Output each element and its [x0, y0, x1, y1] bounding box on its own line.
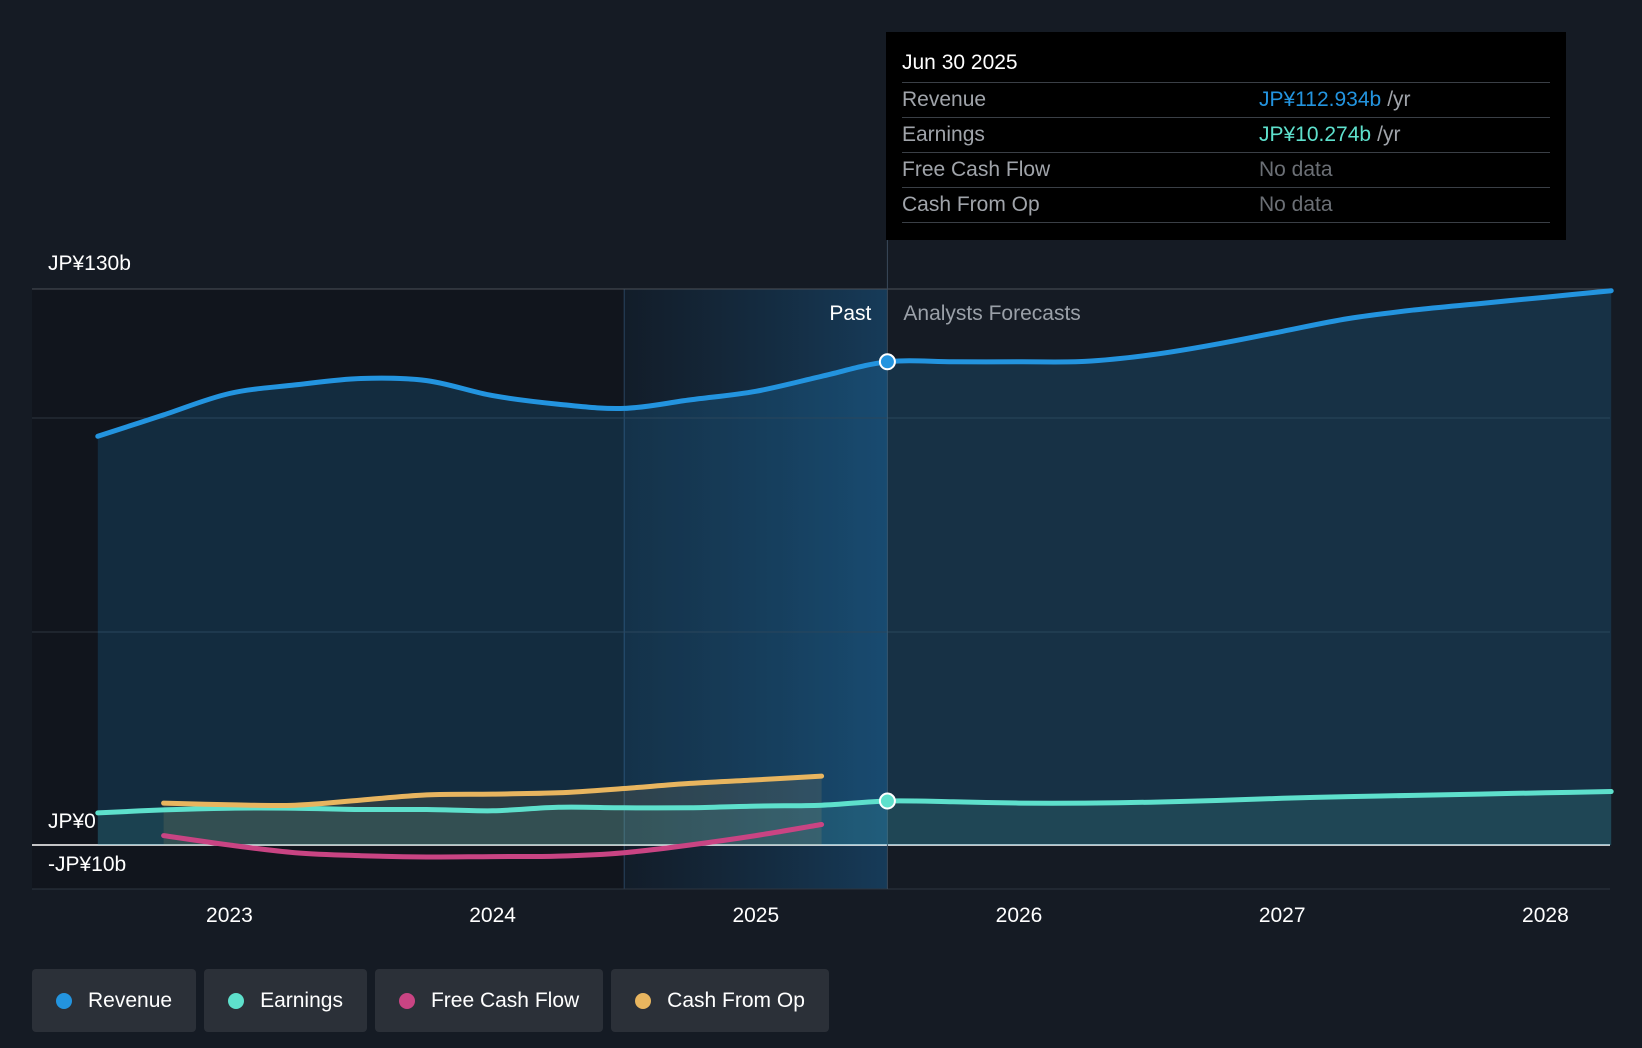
x-tick-label: 2025: [732, 904, 779, 927]
past-label: Past: [829, 302, 871, 325]
revenue-area: [97, 290, 1612, 845]
x-tick-label: 2026: [996, 904, 1043, 927]
legend-label: Free Cash Flow: [430, 988, 580, 1012]
revenue-line: [95, 288, 1614, 439]
tooltip-label: Cash From Op: [902, 193, 1040, 216]
tooltip-row-revenue: Revenue JP¥112.934b /yr: [902, 82, 1550, 117]
earnings-marker: [878, 792, 896, 810]
free-cash-flow-line: [161, 822, 825, 860]
x-tick-label: 2023: [206, 904, 253, 927]
tooltip-label: Earnings: [902, 123, 985, 146]
x-tick-label: 2028: [1522, 904, 1569, 927]
tooltip-label: Revenue: [902, 88, 987, 111]
legend-item-free-cash-flow[interactable]: Free Cash Flow: [374, 969, 604, 1032]
y-label-bottom: -JP¥10b: [48, 853, 127, 876]
tooltip-value-fcf: No data: [1259, 158, 1333, 181]
legend-item-earnings[interactable]: Earnings: [204, 969, 367, 1032]
tooltip-value-earnings: JP¥10.274b: [1259, 123, 1372, 146]
tooltip-value-cfo: No data: [1259, 193, 1333, 216]
forecast-label: Analysts Forecasts: [903, 302, 1080, 325]
tooltip-row-earnings: Earnings JP¥10.274b /yr: [902, 117, 1550, 152]
y-label-zero: JP¥0: [48, 810, 96, 833]
legend: Revenue Earnings Free Cash Flow Cash Fro…: [32, 969, 829, 1032]
revenue-marker: [878, 353, 896, 371]
legend-dot-icon: [56, 992, 72, 1009]
y-label-top: JP¥130b: [48, 252, 131, 275]
tooltip-unit: /yr: [1377, 123, 1401, 146]
legend-label: Cash From Op: [667, 988, 805, 1012]
tooltip-unit: /yr: [1387, 88, 1411, 111]
legend-item-revenue[interactable]: Revenue: [32, 969, 197, 1032]
cash-from-op-line: [161, 773, 825, 809]
legend-dot-icon: [398, 992, 415, 1009]
tooltip-date: Jun 30 2025: [902, 51, 1018, 74]
tooltip-label: Free Cash Flow: [902, 158, 1051, 181]
tooltip-row-cfo: Cash From Op No data: [902, 187, 1550, 223]
tooltip-row-fcf: Free Cash Flow No data: [902, 152, 1550, 187]
hover-tooltip: Jun 30 2025 Revenue JP¥112.934b /yr Earn…: [886, 32, 1566, 240]
earnings-area: [97, 791, 1612, 845]
legend-dot-icon: [635, 992, 652, 1009]
legend-label: Earnings: [260, 988, 343, 1012]
legend-item-cash-from-op[interactable]: Cash From Op: [611, 969, 829, 1032]
x-tick-label: 2024: [469, 904, 516, 927]
x-tick-label: 2027: [1259, 904, 1306, 927]
legend-label: Revenue: [88, 988, 173, 1012]
tooltip-value-revenue: JP¥112.934b: [1259, 88, 1382, 111]
legend-dot-icon: [228, 992, 245, 1009]
earnings-line: [95, 789, 1614, 816]
